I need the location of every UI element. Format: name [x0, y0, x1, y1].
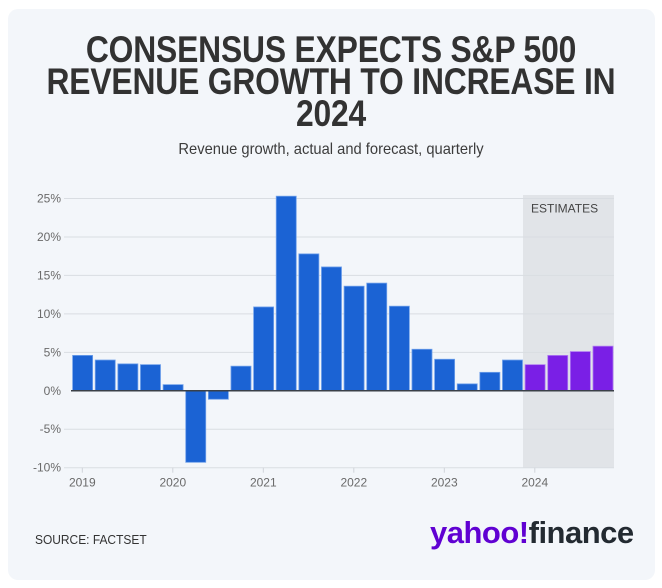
- logo-finance: finance: [528, 515, 635, 550]
- bar-actual: [298, 253, 320, 392]
- bar-actual: [207, 390, 229, 400]
- y-tick-label: 15%: [37, 268, 61, 282]
- y-tick-label: 25%: [37, 192, 61, 206]
- bar-estimate: [547, 355, 569, 392]
- bar-actual: [434, 358, 456, 392]
- bar-actual: [72, 355, 94, 392]
- x-tick-label: 2023: [431, 476, 458, 490]
- yahoo-finance-logo: yahoo!finance: [430, 515, 634, 551]
- x-tick-label: 2020: [159, 476, 186, 490]
- title-line-2: REVENUE GROWTH TO INCREASE IN: [46, 61, 616, 102]
- estimates-band: [523, 195, 614, 468]
- bar-actual: [343, 285, 365, 392]
- bar-actual: [366, 282, 388, 392]
- y-tick-label: -10%: [33, 461, 61, 475]
- bar-actual: [275, 195, 297, 392]
- bar-actual: [479, 371, 501, 392]
- y-tick-label: 0%: [44, 384, 62, 398]
- x-tick-label: 2021: [250, 476, 277, 490]
- chart-subtitle: Revenue growth, actual and forecast, qua…: [178, 141, 484, 158]
- bar-actual: [388, 305, 410, 392]
- x-tick-label: 2024: [521, 476, 548, 490]
- bar-estimate: [569, 351, 591, 392]
- bar-actual: [502, 359, 523, 392]
- bar-actual: [162, 384, 184, 392]
- bar-actual: [230, 365, 252, 392]
- bar-actual: [253, 306, 275, 392]
- source-note: SOURCE: FACTSET: [35, 532, 147, 547]
- bar-actual: [456, 383, 478, 392]
- estimates-label: ESTIMATES: [531, 202, 598, 216]
- bar-actual: [185, 390, 207, 463]
- bar-actual: [411, 348, 433, 392]
- x-tick-label: 2022: [340, 476, 367, 490]
- logo-yahoo: yahoo!: [430, 515, 529, 550]
- bar-actual: [140, 364, 161, 392]
- y-tick-label: 10%: [37, 307, 61, 321]
- x-tick-label: 2019: [69, 476, 96, 490]
- bar-actual: [94, 359, 116, 392]
- bar-actual: [321, 266, 342, 392]
- y-tick-label: 5%: [44, 345, 62, 359]
- y-tick-label: 20%: [37, 230, 61, 244]
- bar-actual: [117, 363, 139, 392]
- y-tick-label: -5%: [40, 422, 62, 436]
- bar-estimate: [524, 364, 546, 392]
- chart-title: CONSENSUS EXPECTS S&P 500 REVENUE GROWTH…: [0, 29, 662, 134]
- title-line-1: CONSENSUS EXPECTS S&P 500: [85, 29, 577, 70]
- bar-estimate: [592, 345, 614, 392]
- title-line-3: 2024: [295, 93, 367, 134]
